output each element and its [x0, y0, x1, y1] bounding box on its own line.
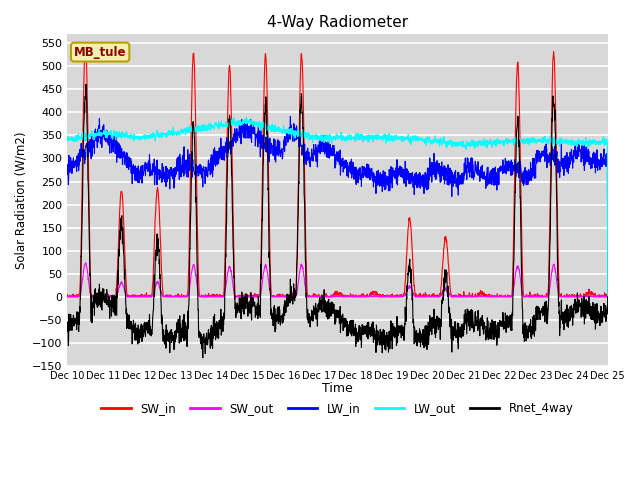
- Text: MB_tule: MB_tule: [74, 46, 126, 59]
- Y-axis label: Solar Radiation (W/m2): Solar Radiation (W/m2): [15, 131, 28, 269]
- Title: 4-Way Radiometer: 4-Way Radiometer: [267, 15, 408, 30]
- Legend: SW_in, SW_out, LW_in, LW_out, Rnet_4way: SW_in, SW_out, LW_in, LW_out, Rnet_4way: [97, 397, 579, 420]
- X-axis label: Time: Time: [322, 382, 353, 395]
